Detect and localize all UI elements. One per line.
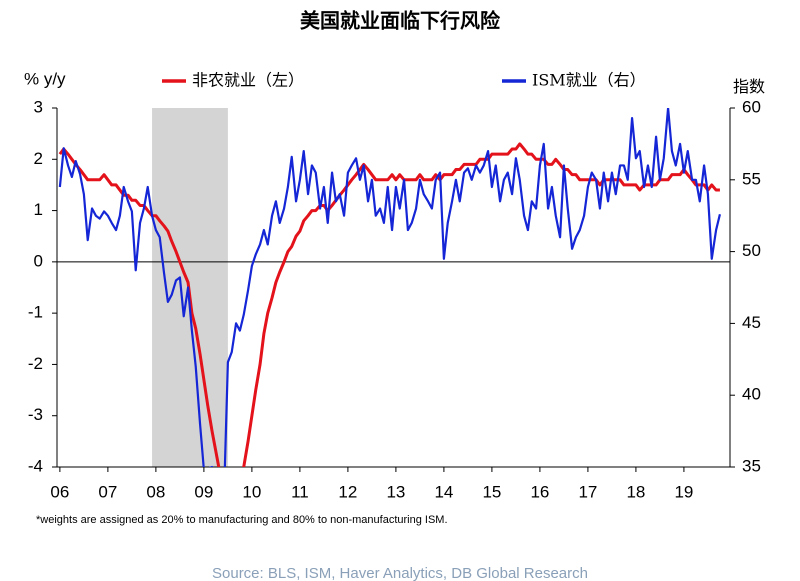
y2-tick-label: 50: [742, 241, 761, 260]
x-tick-label: 18: [626, 482, 645, 501]
y2-tick-label: 60: [742, 97, 761, 116]
x-tick-label: 19: [674, 482, 693, 501]
y2-axis-label: 指数: [733, 78, 765, 96]
y2-tick-label: 55: [742, 169, 761, 188]
legend-label: ISM就业（右）: [532, 71, 646, 90]
y2-tick-label: 45: [742, 313, 761, 332]
y-tick-label: -3: [28, 405, 43, 424]
x-tick-label: 15: [482, 482, 501, 501]
y2-tick-label: 40: [742, 385, 761, 404]
y-tick-label: -1: [28, 303, 43, 322]
x-tick-label: 12: [338, 482, 357, 501]
x-tick-label: 07: [98, 482, 117, 501]
footnote: *weights are assigned as 20% to manufact…: [36, 514, 448, 526]
x-tick-label: 13: [386, 482, 405, 501]
y-tick-label: 1: [34, 200, 43, 219]
x-tick-label: 10: [242, 482, 261, 501]
y-tick-label: -2: [28, 354, 43, 373]
source: Source: BLS, ISM, Haver Analytics, DB Gl…: [212, 565, 588, 581]
y-tick-label: -4: [28, 456, 43, 475]
y-tick-label: 2: [34, 149, 43, 168]
x-tick-label: 09: [194, 482, 213, 501]
series-line: [58, 108, 721, 467]
x-tick-label: 06: [50, 482, 69, 501]
x-tick-label: 16: [530, 482, 549, 501]
x-tick-label: 08: [146, 482, 165, 501]
chart-title: 美国就业面临下行风险: [300, 9, 501, 33]
x-tick-label: 17: [578, 482, 597, 501]
y-axis-label: % y/y: [24, 69, 66, 88]
x-tick-label: 14: [434, 482, 453, 501]
legend-label: 非农就业（左）: [192, 71, 304, 90]
y2-tick-label: 35: [742, 456, 761, 475]
y-tick-label: 0: [34, 251, 43, 270]
y-tick-label: 3: [34, 97, 43, 116]
plot-area: [58, 108, 721, 467]
x-tick-label: 11: [291, 482, 309, 501]
